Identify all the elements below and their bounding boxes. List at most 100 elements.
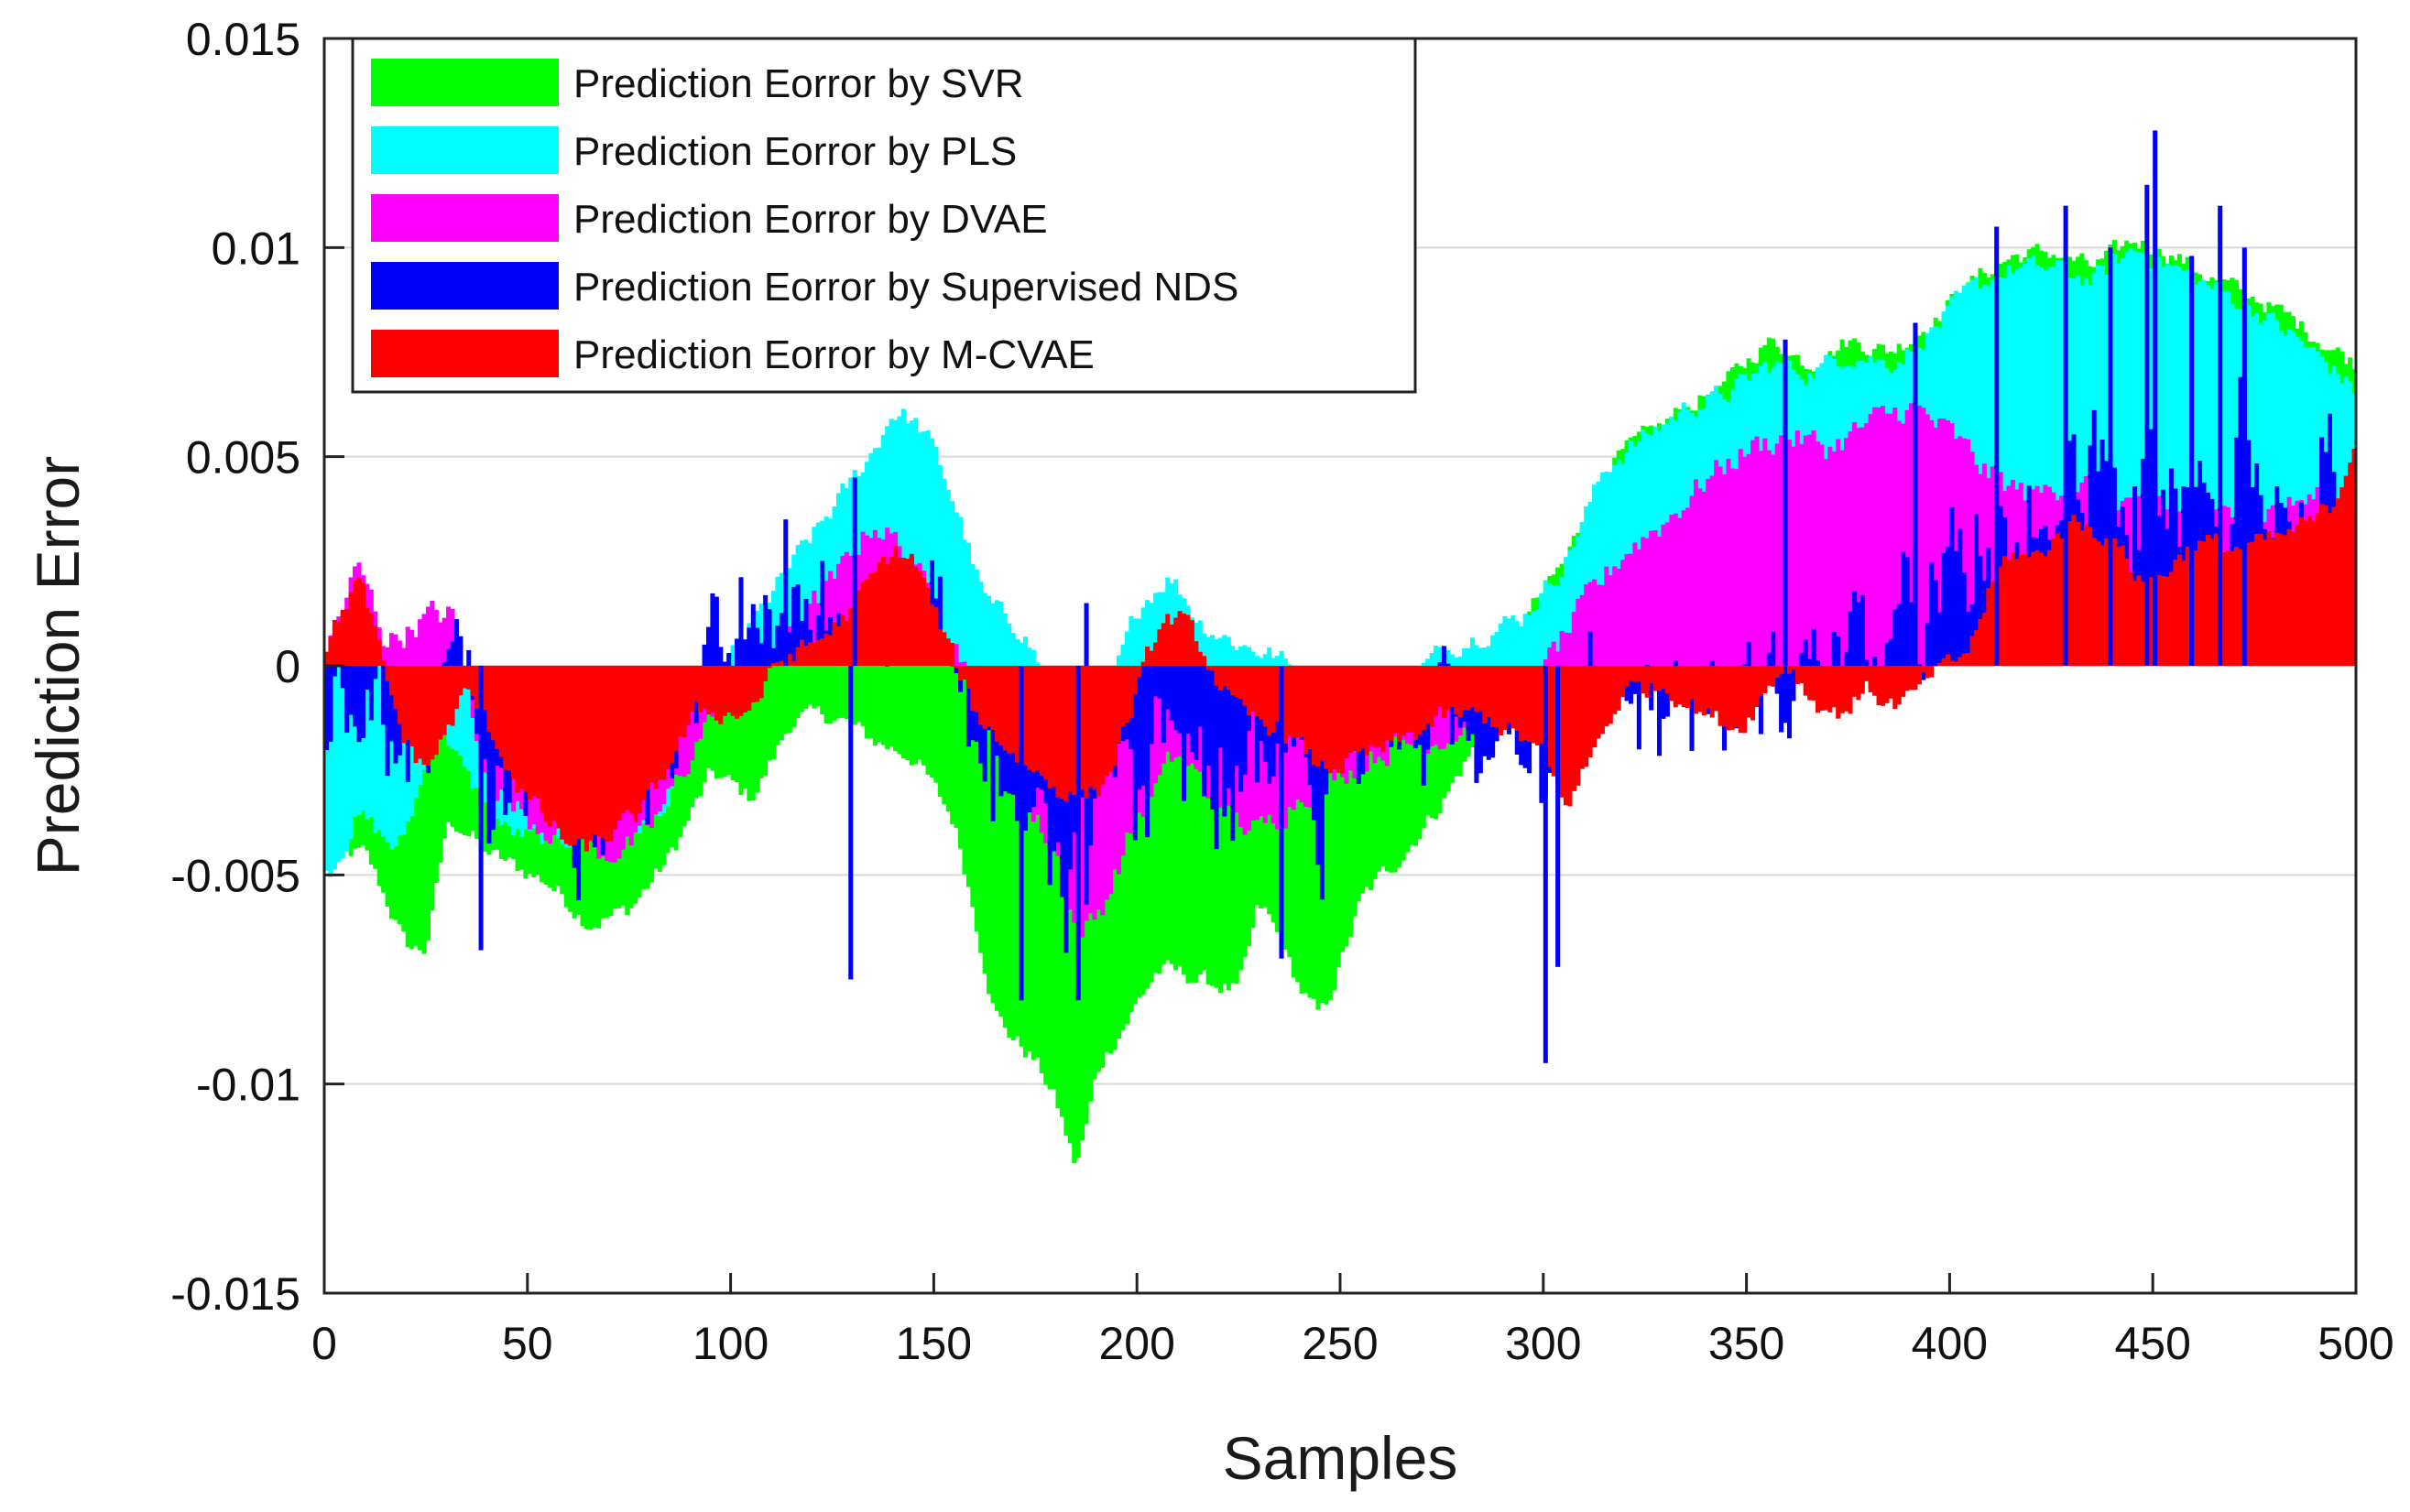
bar: [747, 666, 752, 801]
bar: [1791, 666, 1796, 669]
bar: [758, 643, 764, 666]
bar: [1709, 660, 1715, 666]
bar: [1916, 405, 1922, 666]
bar: [791, 586, 797, 666]
bar: [1909, 666, 1914, 691]
bar: [962, 661, 967, 666]
bar: [775, 662, 780, 666]
bar: [1129, 666, 1134, 719]
bar: [527, 666, 532, 800]
bar: [540, 666, 545, 814]
bar: [1214, 666, 1219, 686]
bar: [1145, 666, 1150, 838]
bar: [1462, 647, 1467, 666]
bar: [1124, 666, 1129, 1025]
bar: [803, 666, 809, 710]
bar: [738, 577, 744, 666]
bar: [2238, 376, 2243, 666]
bar: [877, 666, 882, 743]
bar: [1222, 635, 1227, 666]
bar: [770, 647, 776, 666]
bar: [1149, 603, 1154, 666]
bar: [925, 666, 931, 775]
bar: [1961, 653, 1967, 666]
bar: [1966, 653, 1971, 666]
bar: [958, 662, 964, 666]
bar: [722, 661, 727, 666]
bar: [1137, 666, 1142, 678]
bar: [909, 666, 914, 766]
bar: [1957, 657, 1963, 666]
bar: [1384, 666, 1390, 872]
bar: [1966, 612, 1971, 666]
bar: [937, 576, 943, 666]
bar: [1287, 666, 1292, 808]
bar: [1555, 651, 1561, 666]
bar: [1217, 666, 1223, 748]
bar: [2002, 556, 2008, 666]
bar: [1210, 666, 1216, 671]
bar: [775, 576, 780, 666]
bar: [860, 666, 866, 726]
bar: [1884, 666, 1890, 703]
bar: [1673, 513, 1678, 666]
bar: [2168, 468, 2174, 666]
bar: [738, 666, 744, 716]
bar: [1657, 666, 1663, 756]
bar: [1369, 666, 1374, 745]
bar: [2339, 487, 2345, 666]
bar: [1425, 666, 1431, 724]
bar: [1859, 427, 1865, 666]
bar: [1222, 666, 1227, 984]
bar: [1250, 651, 1256, 666]
bar: [1454, 657, 1459, 666]
bar: [1969, 636, 1975, 666]
bar: [1774, 666, 1780, 679]
bar: [682, 666, 687, 738]
bar: [1669, 666, 1674, 702]
bar: [1250, 666, 1256, 712]
bar: [2067, 521, 2073, 666]
bar: [1397, 666, 1402, 743]
bar: [385, 666, 390, 777]
bar: [495, 666, 500, 749]
bar: [844, 666, 849, 720]
bar: [1851, 591, 1857, 666]
bar: [1152, 593, 1158, 666]
bar: [1327, 666, 1333, 774]
bar: [332, 619, 337, 666]
bar: [950, 666, 955, 824]
bar: [714, 596, 719, 666]
bar: [885, 666, 890, 750]
bar: [1047, 666, 1052, 789]
bar: [832, 622, 837, 666]
bar: [2197, 540, 2203, 666]
bar: [1336, 666, 1341, 968]
bar: [1628, 666, 1633, 681]
bar: [1035, 666, 1041, 771]
bar: [913, 666, 919, 765]
bar: [450, 641, 455, 666]
bar: [608, 666, 614, 842]
bar: [1661, 524, 1666, 666]
bar: [1031, 666, 1036, 1061]
bar: [767, 609, 772, 666]
bar: [2258, 323, 2263, 666]
bar: [1892, 609, 1898, 666]
bar: [2091, 538, 2097, 666]
bar: [685, 666, 691, 725]
bar: [1152, 642, 1158, 666]
bar: [1347, 666, 1353, 937]
bar: [2295, 525, 2300, 666]
bar: [1140, 666, 1146, 786]
bar: [1490, 635, 1496, 666]
bar: [1872, 657, 1878, 666]
spike-bar: [1783, 339, 1788, 666]
bar: [2173, 560, 2178, 666]
x-axis-label: Samples: [1223, 1424, 1458, 1492]
bar: [2319, 504, 2325, 666]
bar: [937, 464, 943, 666]
bar: [381, 646, 387, 666]
bar: [820, 560, 825, 666]
bar: [987, 666, 992, 995]
